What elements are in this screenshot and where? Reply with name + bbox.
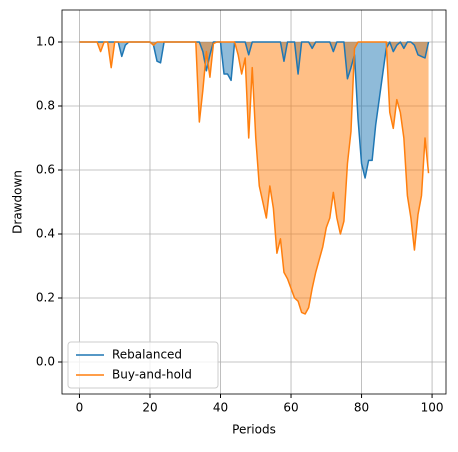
- y-axis-label: Drawdown: [11, 170, 25, 234]
- x-tick-label: 0: [76, 401, 84, 415]
- x-tick-label: 60: [283, 401, 298, 415]
- x-axis-label: Periods: [232, 423, 276, 437]
- y-tick-label: 1.0: [36, 35, 55, 49]
- x-tick-label: 80: [354, 401, 369, 415]
- area-fill: [79, 42, 429, 178]
- y-tick-label: 0.2: [36, 291, 55, 305]
- x-tick-label: 100: [421, 401, 444, 415]
- legend-label: Buy-and-hold: [112, 368, 192, 382]
- y-tick-label: 0.4: [36, 227, 55, 241]
- area-fill: [79, 42, 429, 314]
- line: [79, 41, 430, 315]
- x-tick-label: 20: [142, 401, 157, 415]
- legend-label: Rebalanced: [112, 348, 182, 362]
- x-tick-label: 40: [213, 401, 228, 415]
- plot-frame: [61, 9, 447, 395]
- y-tick-label: 0.6: [36, 163, 55, 177]
- legend-box: [67, 341, 219, 389]
- y-tick-label: 0.8: [36, 99, 55, 113]
- y-tick-label: 0.0: [36, 355, 55, 369]
